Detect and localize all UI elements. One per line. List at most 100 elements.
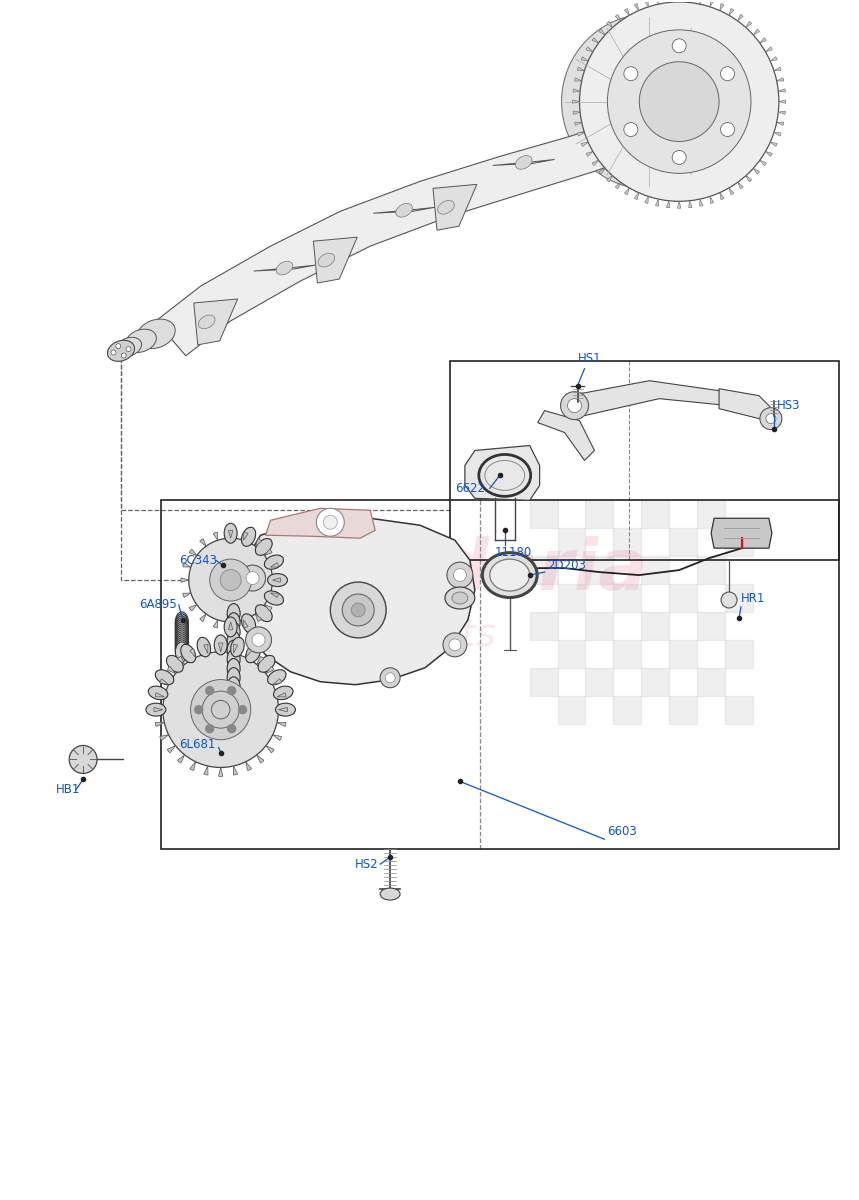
Circle shape [246,571,259,584]
Wedge shape [624,188,630,194]
Wedge shape [573,89,580,92]
Ellipse shape [227,659,241,678]
Wedge shape [155,692,164,697]
Circle shape [191,679,251,739]
Ellipse shape [490,559,530,592]
Wedge shape [678,202,681,209]
Wedge shape [710,197,714,203]
Wedge shape [778,89,785,92]
Wedge shape [592,161,599,166]
Bar [530,667,557,696]
Circle shape [205,686,214,695]
Bar [613,640,642,667]
Wedge shape [168,666,175,673]
Ellipse shape [381,888,400,900]
Wedge shape [255,614,261,622]
Circle shape [116,343,121,349]
Polygon shape [493,160,555,166]
Text: HB1: HB1 [56,782,81,796]
Wedge shape [771,56,777,61]
Wedge shape [624,8,630,16]
Wedge shape [577,132,584,136]
Wedge shape [729,8,734,16]
Wedge shape [246,649,252,658]
Wedge shape [183,563,191,568]
Circle shape [381,667,400,688]
Wedge shape [160,679,168,684]
Bar [642,612,669,640]
Wedge shape [244,533,248,540]
Ellipse shape [175,618,188,638]
Wedge shape [582,142,588,146]
Wedge shape [577,67,584,71]
Wedge shape [753,168,759,174]
Wedge shape [760,161,766,166]
Circle shape [202,691,239,728]
Wedge shape [575,78,582,82]
Ellipse shape [175,632,188,652]
Wedge shape [760,37,766,43]
Ellipse shape [175,630,188,650]
Wedge shape [273,679,282,684]
Circle shape [323,515,338,529]
Wedge shape [678,0,681,2]
Circle shape [228,686,235,695]
Wedge shape [667,200,670,208]
Wedge shape [720,193,724,199]
Wedge shape [615,14,620,20]
Circle shape [246,626,271,653]
Circle shape [562,14,737,190]
Circle shape [331,582,387,638]
Bar [586,500,613,528]
Circle shape [721,122,734,137]
Wedge shape [667,0,670,2]
Bar [698,556,725,584]
Circle shape [443,632,467,656]
Bar [669,696,698,724]
Ellipse shape [267,670,286,685]
Ellipse shape [107,341,135,361]
Wedge shape [599,29,605,35]
Circle shape [624,122,638,137]
Bar [725,696,753,724]
Ellipse shape [227,604,241,624]
Wedge shape [273,734,282,740]
Ellipse shape [445,587,475,608]
Ellipse shape [396,204,412,217]
Circle shape [351,602,365,617]
Ellipse shape [224,617,237,637]
Wedge shape [244,620,248,628]
Wedge shape [771,142,777,146]
Wedge shape [586,151,593,156]
Text: 6L681: 6L681 [179,738,216,751]
Ellipse shape [117,337,142,356]
Ellipse shape [227,649,241,670]
Polygon shape [314,238,357,283]
Ellipse shape [241,614,256,632]
Bar [698,667,725,696]
Wedge shape [746,175,752,182]
Bar [642,667,669,696]
Circle shape [220,570,241,590]
Wedge shape [778,112,785,114]
Circle shape [70,745,97,774]
Ellipse shape [175,616,188,636]
Wedge shape [689,0,692,2]
Bar [698,612,725,640]
Wedge shape [160,734,168,740]
Bar [642,500,669,528]
Text: HS2: HS2 [356,858,379,871]
Ellipse shape [198,316,215,329]
Ellipse shape [175,624,188,644]
Wedge shape [634,4,638,11]
Polygon shape [253,265,315,271]
Ellipse shape [175,612,188,632]
Circle shape [121,353,126,358]
Polygon shape [194,299,238,344]
Bar [586,667,613,696]
Ellipse shape [175,634,188,654]
Polygon shape [538,410,594,461]
Text: 6603: 6603 [607,824,637,838]
Wedge shape [246,762,252,770]
Wedge shape [729,188,734,194]
